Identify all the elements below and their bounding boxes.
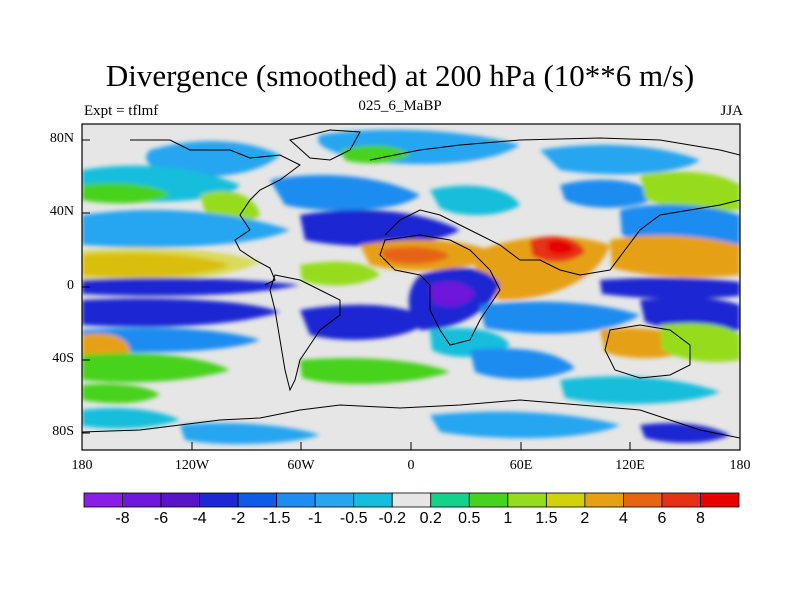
field-blob bbox=[300, 210, 460, 246]
colorbar-swatch bbox=[237, 492, 278, 508]
coastline-south-america bbox=[269, 274, 341, 392]
colorbar-swatch bbox=[160, 492, 200, 508]
plot-title: Divergence (smoothed) at 200 hPa (10**6 … bbox=[105, 58, 695, 93]
colorbar-label: 4 bbox=[618, 510, 628, 527]
field-blob bbox=[640, 297, 740, 333]
lon-label-180e: 180 bbox=[729, 458, 751, 473]
case-label: 025_6_MaBP bbox=[358, 98, 442, 114]
colorbar-label: 6 bbox=[657, 510, 667, 527]
field-blob bbox=[82, 353, 230, 383]
field-blob bbox=[548, 240, 574, 255]
colorbar-swatch bbox=[661, 492, 701, 508]
lon-label-180w: 180 bbox=[71, 458, 93, 473]
colorbar-label: -0.2 bbox=[378, 510, 407, 527]
field-blob bbox=[430, 185, 520, 216]
lat-label-0: 0 bbox=[67, 278, 74, 293]
coastline-eurasia bbox=[369, 137, 740, 276]
colorbar-swatch bbox=[122, 492, 162, 508]
coastline-australia bbox=[604, 324, 691, 379]
coastlines bbox=[82, 129, 740, 439]
field-blob bbox=[640, 171, 740, 212]
field-blob bbox=[82, 298, 280, 327]
colorbar-label: -8 bbox=[115, 510, 130, 527]
field-blob bbox=[340, 145, 410, 164]
colorbar-label: 0.5 bbox=[458, 510, 481, 527]
colorbar-swatch bbox=[314, 492, 355, 508]
colorbar-label: 1 bbox=[503, 510, 513, 527]
lon-label-60e: 60E bbox=[509, 458, 533, 473]
colorbar-label: 2 bbox=[580, 510, 590, 527]
colorbar-label: -1 bbox=[308, 510, 323, 527]
map-ticks bbox=[81, 139, 741, 450]
field-blob bbox=[82, 384, 160, 404]
field-blob bbox=[640, 423, 730, 443]
colorbar-swatch bbox=[584, 492, 624, 508]
field-blob bbox=[82, 247, 260, 283]
field-blob bbox=[540, 144, 700, 175]
colorbar-label: -6 bbox=[153, 510, 169, 527]
field-blob bbox=[430, 411, 620, 439]
colorbar-swatch bbox=[430, 492, 470, 508]
field-blob bbox=[380, 246, 450, 265]
coastline-north-america bbox=[130, 139, 301, 286]
colorbar-swatch bbox=[545, 492, 586, 508]
field-blob bbox=[82, 408, 180, 429]
field-blob bbox=[480, 301, 640, 334]
lat-label-80s: 80S bbox=[52, 424, 74, 439]
field-blob bbox=[82, 333, 130, 360]
colorbar-swatch bbox=[507, 492, 547, 508]
field-blob bbox=[560, 376, 720, 404]
lon-label-120w: 120W bbox=[174, 458, 210, 473]
colorbar-swatch bbox=[353, 492, 393, 508]
lat-label-40s: 40S bbox=[52, 351, 74, 366]
lon-label-60w: 60W bbox=[287, 458, 315, 473]
colorbar-swatch bbox=[83, 492, 123, 508]
colorbar-label: -0.5 bbox=[339, 510, 368, 527]
colorbar-swatch bbox=[391, 492, 432, 508]
colorbar-swatch bbox=[199, 492, 239, 508]
season-label: JJA bbox=[720, 103, 743, 119]
colorbar-label: -1.5 bbox=[262, 510, 291, 527]
field-blob bbox=[300, 358, 450, 384]
field-blob bbox=[300, 261, 380, 286]
colorbar-swatch bbox=[468, 492, 509, 508]
field-blob bbox=[660, 323, 740, 362]
colorbar-swatch bbox=[700, 492, 740, 508]
coastline-antarctica bbox=[82, 399, 740, 439]
field-blob bbox=[560, 179, 660, 208]
coastline-greenland bbox=[288, 129, 361, 161]
field-blob bbox=[146, 140, 280, 177]
map-field bbox=[82, 124, 740, 450]
field-blob bbox=[270, 175, 420, 211]
experiment-label: Expt = tflmf bbox=[84, 103, 159, 119]
field-blob bbox=[610, 235, 740, 278]
lat-label-40n: 40N bbox=[49, 204, 74, 219]
colorbar-label: 8 bbox=[696, 510, 705, 527]
colorbar-swatch bbox=[276, 492, 316, 508]
colorbar-label: 1.5 bbox=[535, 510, 558, 527]
lat-label-80n: 80N bbox=[49, 131, 74, 146]
lon-label-120e: 120E bbox=[615, 458, 645, 473]
field-blob bbox=[470, 348, 575, 380]
colorbar-label: -2 bbox=[230, 510, 246, 527]
coastline-africa bbox=[379, 234, 501, 346]
field-blob bbox=[180, 423, 320, 445]
colorbar bbox=[83, 492, 740, 508]
field-blob bbox=[300, 304, 430, 340]
colorbar-label: -4 bbox=[192, 510, 207, 527]
lon-label-0: 0 bbox=[407, 458, 415, 473]
colorbar-swatch bbox=[623, 492, 663, 508]
field-blob bbox=[430, 281, 475, 307]
field-blob bbox=[82, 183, 170, 204]
colorbar-label: 0.2 bbox=[419, 510, 442, 527]
field-blob bbox=[82, 277, 300, 296]
field-blob bbox=[600, 277, 740, 299]
